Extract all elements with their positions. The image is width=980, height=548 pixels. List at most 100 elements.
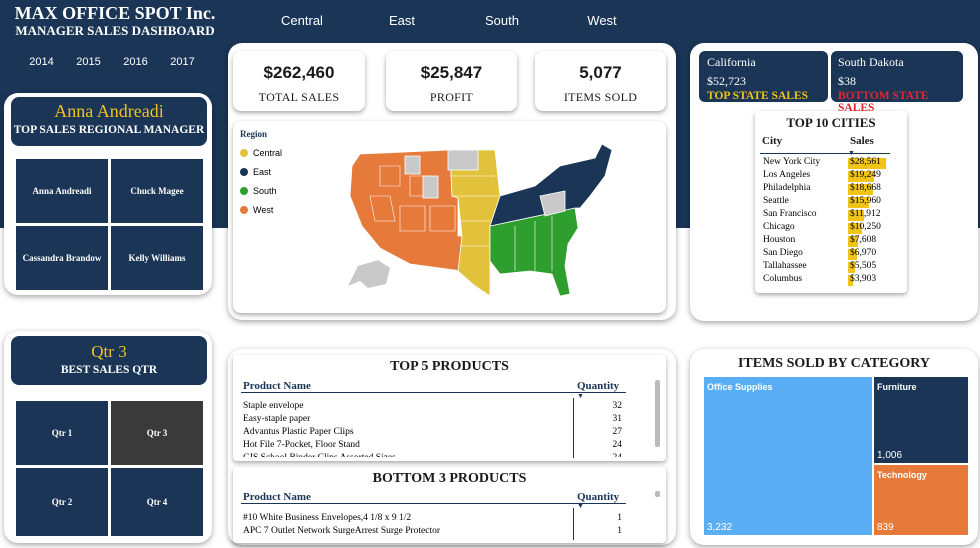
city-sales-bar	[848, 261, 856, 273]
top-state-card: California $52,723 TOP STATE SALES	[699, 51, 828, 102]
kpi-total-sales: $262,460 TOTAL SALES	[233, 51, 365, 111]
product-row[interactable]: #10 White Business Envelopes,4 1/8 x 9 1…	[241, 511, 626, 524]
manager-tile[interactable]: Chuck Magee	[111, 159, 203, 223]
kpi-label: PROFIT	[429, 90, 474, 104]
product-name: #10 White Business Envelopes,4 1/8 x 9 1…	[243, 512, 412, 523]
legend-item-west[interactable]: West	[240, 200, 282, 219]
year-2016[interactable]: 2016	[123, 56, 148, 68]
company-title: MAX OFFICE SPOT Inc.	[14, 3, 216, 23]
qtr-3-tile[interactable]: Qtr 3	[111, 401, 203, 465]
bottom-products-header: Product Name Quantity	[241, 491, 626, 504]
col-quantity[interactable]: Quantity	[577, 491, 620, 503]
city-row[interactable]: New York City $28,561	[760, 155, 890, 169]
city-sales-cell: $7,608	[848, 234, 886, 247]
city-sales-cell: $6,970	[848, 247, 886, 260]
city-name: San Francisco	[763, 208, 817, 219]
region-east[interactable]: East	[388, 13, 415, 28]
kpi-profit: $25,847 PROFIT	[386, 51, 517, 111]
year-2015[interactable]: 2015	[76, 56, 101, 68]
product-qty: 32	[612, 400, 623, 411]
best-qtr-card: Qtr 3 BEST SALES QTR	[11, 336, 207, 385]
treemap-office-supplies[interactable]: Office Supplies 3,232	[704, 377, 872, 535]
product-qty: 24	[612, 439, 623, 450]
top-products-scrollbar[interactable]	[655, 380, 660, 447]
city-row[interactable]: Columbus $3,903	[760, 272, 890, 286]
product-name: Staple envelope	[243, 400, 304, 411]
legend-label: South	[253, 185, 277, 196]
city-row[interactable]: Los Angeles $19,249	[760, 168, 890, 182]
top-manager-card: Anna Andreadi TOP SALES REGIONAL MANAGER	[11, 97, 207, 146]
map-legend: Region Central East South West	[240, 129, 282, 219]
city-sales-value: $6,970	[850, 247, 877, 258]
city-sales-value: $18,668	[850, 182, 881, 193]
city-sales-cell: $5,505	[848, 261, 886, 273]
bottom-products-title: BOTTOM 3 PRODUCTS	[372, 471, 527, 486]
city-row[interactable]: San Francisco $11,912	[760, 207, 890, 221]
col-city[interactable]: City	[762, 135, 783, 147]
category-title: ITEMS SOLD BY CATEGORY	[737, 356, 931, 371]
product-row[interactable]: GIS School Binder Clips Assorted Sizes24	[241, 451, 626, 458]
map-region-south	[489, 207, 579, 297]
city-row[interactable]: Tallahassee $5,505	[760, 259, 890, 273]
qtr-1-tile[interactable]: Qtr 1	[16, 401, 108, 465]
treemap-technology[interactable]: Technology 839	[874, 465, 968, 535]
city-row[interactable]: Houston $7,608	[760, 233, 890, 247]
region-central[interactable]: Central	[281, 13, 323, 28]
kpi-value: 5,077	[579, 63, 622, 82]
region-west[interactable]: West	[587, 13, 617, 28]
legend-label: Central	[253, 147, 283, 158]
manager-tile[interactable]: Anna Andreadi	[16, 159, 108, 223]
region-south[interactable]: South	[485, 13, 519, 28]
product-row[interactable]: Easy-staple paper 31	[241, 412, 626, 425]
manager-tile[interactable]: Kelly Williams	[111, 226, 203, 290]
top-state-name: California	[707, 55, 756, 69]
product-qty: 1	[617, 512, 622, 523]
city-name: New York City	[763, 156, 821, 167]
map-alaska	[348, 260, 390, 288]
year-2014[interactable]: 2014	[29, 56, 54, 68]
product-row[interactable]: APC 7 Outlet Network SurgeArrest Surge P…	[241, 524, 626, 537]
manager-tile[interactable]: Cassandra Brandow	[16, 226, 108, 290]
city-sales-cell: $19,249	[848, 170, 886, 182]
city-sales-value: $10,250	[850, 221, 881, 232]
region-filter: Central East South West	[252, 13, 652, 28]
legend-item-south[interactable]: South	[240, 181, 282, 200]
us-region-map[interactable]	[340, 136, 620, 301]
top-manager-label: TOP SALES REGIONAL MANAGER	[13, 124, 205, 136]
city-name: Chicago	[763, 221, 795, 232]
city-row[interactable]: Seattle $15,960	[760, 194, 890, 208]
col-product-name[interactable]: Product Name	[243, 380, 311, 392]
city-sales-cell: $10,250	[848, 221, 886, 234]
city-sales-bar	[848, 170, 874, 182]
year-2017[interactable]: 2017	[170, 56, 195, 68]
product-row[interactable]: Advantus Plastic Paper Clips 27	[241, 425, 626, 438]
treemap-label: Office Supplies	[707, 382, 773, 392]
legend-label: East	[253, 166, 272, 177]
city-sales-value: $7,608	[850, 234, 877, 245]
product-row[interactable]: Staple envelope 32	[241, 399, 626, 412]
column-divider	[573, 508, 574, 540]
qtr-2-tile[interactable]: Qtr 2	[16, 468, 108, 536]
city-row[interactable]: Chicago $10,250	[760, 220, 890, 234]
year-filter: 2014 2015 2016 2017	[18, 56, 206, 68]
top-products-title: TOP 5 PRODUCTS	[390, 359, 509, 374]
col-sales[interactable]: Sales	[850, 135, 874, 147]
legend-item-central[interactable]: Central	[240, 143, 282, 162]
kpi-value: $25,847	[420, 63, 483, 82]
bottom-products-card	[233, 467, 666, 543]
bottom-products-scrollbar[interactable]	[655, 491, 660, 497]
city-row[interactable]: San Diego $6,970	[760, 246, 890, 260]
treemap-value: 3,232	[707, 522, 733, 533]
sort-desc-icon[interactable]: ▼	[577, 392, 584, 400]
col-product-name[interactable]: Product Name	[243, 491, 311, 503]
qtr-4-tile[interactable]: Qtr 4	[111, 468, 203, 536]
sort-desc-icon[interactable]: ▼	[577, 502, 584, 510]
col-quantity[interactable]: Quantity	[577, 380, 620, 392]
legend-item-east[interactable]: East	[240, 162, 282, 181]
bottom-state-card: South Dakota $38 BOTTOM STATE SALES	[831, 51, 963, 114]
product-qty: 31	[612, 413, 623, 424]
product-row[interactable]: Hot File 7-Pocket, Floor Stand 24	[241, 438, 626, 451]
city-sales-value: $15,960	[850, 195, 881, 206]
treemap-furniture[interactable]: Furniture 1,006	[874, 377, 968, 463]
city-row[interactable]: Philadelphia $18,668	[760, 181, 890, 195]
